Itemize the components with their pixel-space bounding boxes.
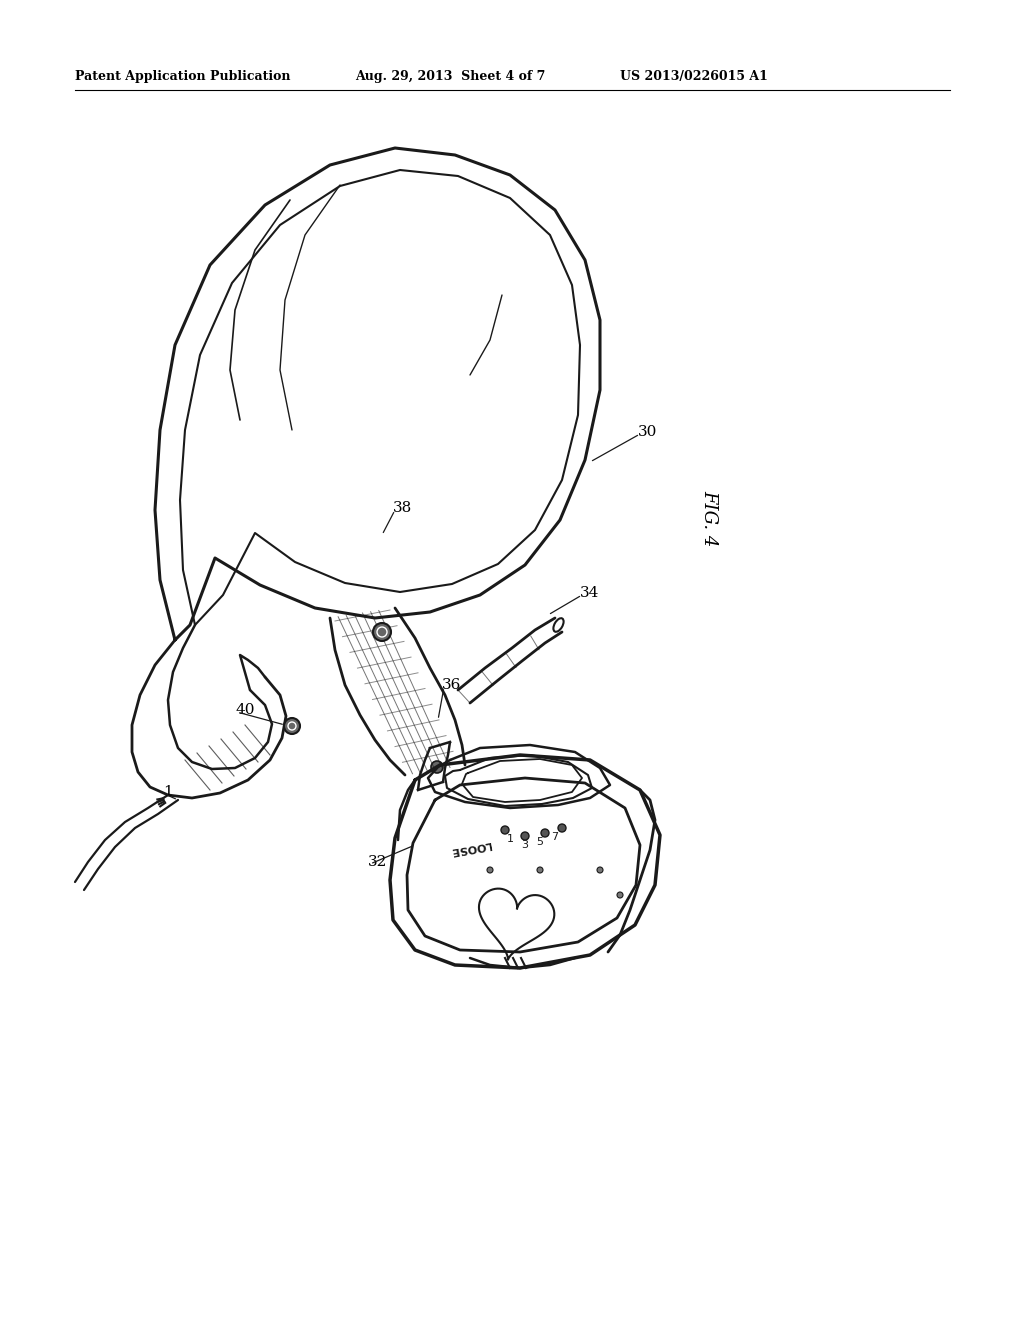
Text: US 2013/0226015 A1: US 2013/0226015 A1 — [620, 70, 768, 83]
Text: 7: 7 — [552, 832, 558, 842]
Text: Aug. 29, 2013  Sheet 4 of 7: Aug. 29, 2013 Sheet 4 of 7 — [355, 70, 546, 83]
Text: FIG. 4: FIG. 4 — [700, 490, 718, 546]
Circle shape — [373, 623, 391, 642]
Circle shape — [537, 867, 543, 873]
Circle shape — [617, 892, 623, 898]
Text: 40: 40 — [234, 704, 255, 717]
Circle shape — [501, 826, 509, 834]
Circle shape — [487, 867, 493, 873]
Circle shape — [597, 867, 603, 873]
Text: 1: 1 — [163, 785, 173, 799]
Circle shape — [521, 832, 529, 840]
Text: 38: 38 — [393, 502, 413, 515]
Text: 32: 32 — [368, 855, 387, 869]
Text: 1: 1 — [507, 834, 513, 843]
Circle shape — [284, 718, 300, 734]
Text: 36: 36 — [442, 678, 462, 692]
Text: LOOSE: LOOSE — [449, 840, 492, 857]
Text: 30: 30 — [638, 425, 657, 440]
Circle shape — [558, 824, 566, 832]
Text: 3: 3 — [521, 840, 528, 850]
Circle shape — [431, 762, 443, 774]
Text: Patent Application Publication: Patent Application Publication — [75, 70, 291, 83]
Text: 5: 5 — [537, 837, 544, 847]
Circle shape — [541, 829, 549, 837]
Text: 34: 34 — [580, 586, 599, 601]
